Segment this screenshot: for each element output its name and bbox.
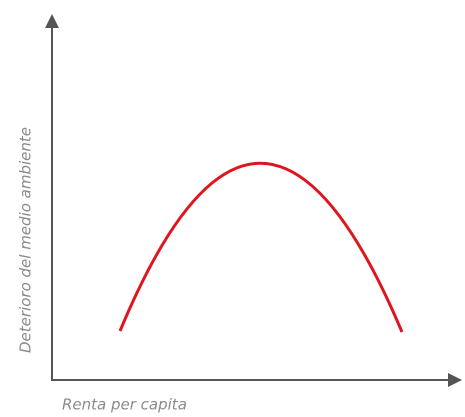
y-axis-label: Deterioro del medio ambiente xyxy=(17,127,35,353)
curve xyxy=(118,161,404,333)
y-axis-arrow xyxy=(45,14,59,28)
x-axis-arrow xyxy=(448,373,462,387)
x-axis-label: Renta per capita xyxy=(62,396,187,414)
